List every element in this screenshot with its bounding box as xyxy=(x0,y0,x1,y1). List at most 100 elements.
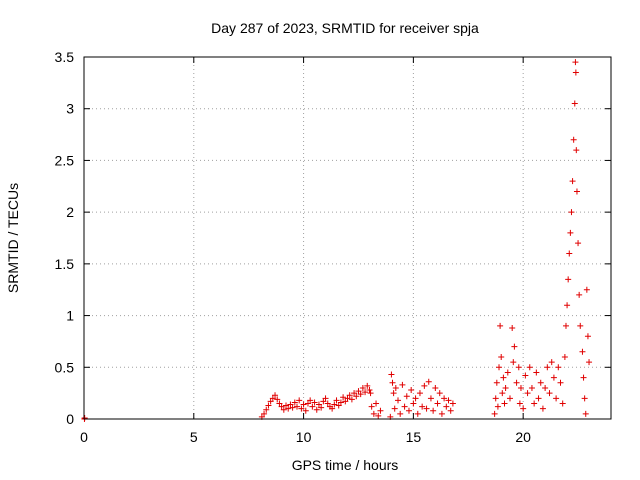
data-point xyxy=(493,379,500,386)
data-point xyxy=(346,392,353,399)
data-point xyxy=(285,405,292,412)
y-tick-label: 0 xyxy=(66,411,74,427)
data-point xyxy=(501,400,508,407)
data-point xyxy=(550,374,557,381)
data-point xyxy=(544,364,551,371)
data-point xyxy=(366,387,373,394)
data-point xyxy=(537,379,544,386)
data-point xyxy=(423,405,430,412)
data-point xyxy=(276,400,283,407)
data-point xyxy=(528,384,535,391)
data-point xyxy=(342,398,349,405)
data-point xyxy=(542,384,549,391)
data-point xyxy=(287,401,294,408)
data-point xyxy=(419,403,426,410)
data-point xyxy=(500,374,507,381)
data-point xyxy=(324,400,331,407)
x-axis-title: GPS time / hours xyxy=(292,457,399,473)
data-point xyxy=(340,394,347,401)
data-point xyxy=(348,396,355,403)
data-point xyxy=(309,403,316,410)
data-point xyxy=(265,402,272,409)
data-point xyxy=(389,379,396,386)
data-point xyxy=(517,384,524,391)
data-point xyxy=(555,364,562,371)
data-point xyxy=(355,388,362,395)
data-point xyxy=(370,410,377,417)
data-point xyxy=(441,395,448,402)
data-point xyxy=(586,359,593,366)
data-point xyxy=(576,291,583,298)
data-point xyxy=(504,369,511,376)
data-point xyxy=(434,400,441,407)
y-tick-label: 3.5 xyxy=(55,49,75,65)
data-point xyxy=(315,401,322,408)
data-point xyxy=(497,322,504,329)
data-point xyxy=(569,178,576,185)
data-point xyxy=(571,100,578,107)
data-point xyxy=(392,384,399,391)
data-point xyxy=(362,389,369,396)
data-point xyxy=(388,371,395,378)
data-point xyxy=(449,400,456,407)
data-point xyxy=(296,397,303,404)
data-point xyxy=(331,401,338,408)
data-point xyxy=(291,399,298,406)
data-point xyxy=(364,382,371,389)
y-tick-label: 0.5 xyxy=(55,359,75,375)
data-point xyxy=(445,397,452,404)
data-point xyxy=(496,364,503,371)
data-point xyxy=(557,379,564,386)
data-point xyxy=(432,384,439,391)
data-point xyxy=(390,390,397,397)
data-point xyxy=(524,390,531,397)
data-point xyxy=(499,390,506,397)
y-axis-title: SRMTID / TECUs xyxy=(5,183,21,293)
data-point xyxy=(405,407,412,414)
data-point xyxy=(511,343,518,350)
data-point xyxy=(367,390,374,397)
data-point xyxy=(430,407,437,414)
data-point xyxy=(572,59,579,66)
y-tick-label: 1.5 xyxy=(55,256,75,272)
data-point xyxy=(278,403,285,410)
data-point xyxy=(565,276,572,283)
data-point xyxy=(274,396,281,403)
data-point xyxy=(491,410,498,417)
data-point xyxy=(368,403,375,410)
data-point xyxy=(573,147,580,154)
data-point xyxy=(533,369,540,376)
data-point xyxy=(425,378,432,385)
data-point xyxy=(513,379,520,386)
data-point xyxy=(438,410,445,417)
data-point xyxy=(335,402,342,409)
data-point xyxy=(375,412,382,419)
y-tick-label: 1 xyxy=(66,308,74,324)
data-point xyxy=(583,286,590,293)
data-point xyxy=(492,395,499,402)
data-point xyxy=(582,410,589,417)
data-point xyxy=(410,400,417,407)
data-point xyxy=(577,322,584,329)
data-point xyxy=(567,229,574,236)
data-point xyxy=(337,399,344,406)
data-point xyxy=(546,390,553,397)
data-point xyxy=(570,136,577,143)
data-point xyxy=(443,403,450,410)
data-point xyxy=(526,364,533,371)
data-point xyxy=(421,382,428,389)
data-point xyxy=(261,410,268,417)
data-point xyxy=(283,402,290,409)
data-point xyxy=(391,405,398,412)
data-point xyxy=(494,403,501,410)
data-point xyxy=(320,398,327,405)
data-point xyxy=(359,384,366,391)
data-point xyxy=(81,414,88,421)
plot-frame xyxy=(83,56,612,420)
data-point xyxy=(377,407,384,414)
data-point xyxy=(522,372,529,379)
data-point xyxy=(498,353,505,360)
data-point xyxy=(395,397,402,404)
